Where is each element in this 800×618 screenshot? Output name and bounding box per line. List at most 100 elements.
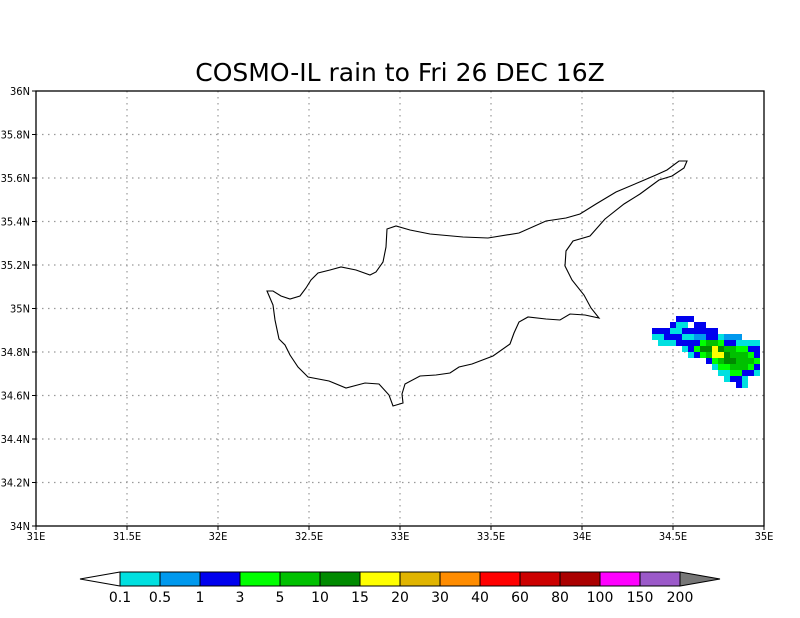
- rain-cell: [730, 376, 736, 382]
- rain-cell: [682, 316, 688, 322]
- colorbar-max-arrow: [679, 571, 721, 587]
- longitude-axis: 31E 31.5E 32E 32.5E 33E 33.5E 34E 34.5E 35E: [27, 530, 774, 543]
- rain-cell: [706, 358, 712, 364]
- rain-cell: [730, 352, 736, 358]
- rain-cell: [670, 328, 676, 334]
- rain-cell: [652, 334, 658, 340]
- lon-tick-label: 33.5E: [477, 530, 505, 543]
- lon-tick-label: 32.5E: [295, 530, 323, 543]
- rain-cell: [742, 358, 748, 364]
- rain-cell: [736, 370, 742, 376]
- rain-cell: [730, 358, 736, 364]
- colorbar-swatch: [359, 571, 401, 587]
- lon-tick-label: 34E: [573, 530, 592, 543]
- colorbar-swatch: [439, 571, 481, 587]
- lon-tick-label: 35E: [755, 530, 774, 543]
- rain-cell: [718, 352, 724, 358]
- rain-cell: [736, 376, 742, 382]
- cyprus-coastline: [266, 160, 688, 407]
- rain-cell: [700, 334, 706, 340]
- colorbar-swatch: [119, 571, 161, 587]
- latitude-ticks: [32, 90, 36, 527]
- rain-cell: [694, 346, 700, 352]
- colorbar-label: 200: [667, 590, 694, 606]
- rain-cell: [670, 340, 676, 346]
- rain-cell: [736, 358, 742, 364]
- rain-cell: [688, 316, 694, 322]
- lat-tick-label: 34N: [10, 520, 30, 533]
- lat-tick-label: 34.8N: [1, 346, 30, 359]
- lat-tick-label: 35.4N: [1, 216, 30, 229]
- rain-cell: [724, 370, 730, 376]
- rain-cell: [688, 328, 694, 334]
- rain-cell: [730, 346, 736, 352]
- rain-cell: [676, 322, 682, 328]
- rain-cell: [754, 352, 760, 358]
- colorbar-label: 150: [627, 590, 654, 606]
- rain-cell: [664, 340, 670, 346]
- lon-tick-label: 31E: [27, 530, 46, 543]
- rain-cell: [724, 364, 730, 370]
- rain-cell: [742, 382, 748, 388]
- colorbar: [79, 571, 721, 587]
- rain-cell: [724, 358, 730, 364]
- lat-tick-label: 36N: [10, 85, 30, 98]
- rain-cell: [742, 340, 748, 346]
- colorbar-label: 1: [196, 590, 205, 606]
- colorbar-label: 40: [471, 590, 489, 606]
- colorbar-label: 20: [391, 590, 409, 606]
- colorbar-min-arrow: [79, 571, 121, 587]
- rain-cell: [688, 334, 694, 340]
- rain-cell: [718, 340, 724, 346]
- colorbar-swatch: [559, 571, 601, 587]
- colorbar-label: 30: [431, 590, 449, 606]
- rain-cell: [694, 334, 700, 340]
- rain-cell: [718, 364, 724, 370]
- rain-cell: [664, 334, 670, 340]
- rain-cell: [700, 322, 706, 328]
- rain-cell: [718, 358, 724, 364]
- rain-cell: [712, 340, 718, 346]
- rain-cell: [700, 328, 706, 334]
- rain-cell: [724, 376, 730, 382]
- rain-cell: [730, 334, 736, 340]
- colorbar-label: 3: [236, 590, 245, 606]
- rain-cell: [694, 340, 700, 346]
- colorbar-label: 0.5: [149, 590, 171, 606]
- rain-cell: [658, 340, 664, 346]
- rain-cell: [742, 346, 748, 352]
- lat-tick-label: 34.6N: [1, 390, 30, 403]
- rain-cell: [754, 346, 760, 352]
- rain-cell: [682, 328, 688, 334]
- colorbar-swatch: [319, 571, 361, 587]
- rain-cell: [676, 340, 682, 346]
- rain-cell: [724, 352, 730, 358]
- rain-cell: [748, 364, 754, 370]
- rain-cell: [652, 328, 658, 334]
- rain-cell: [670, 334, 676, 340]
- colorbar-swatch: [599, 571, 641, 587]
- rain-cell: [748, 358, 754, 364]
- rain-cell: [754, 364, 760, 370]
- rain-cell: [706, 334, 712, 340]
- rain-cell: [754, 370, 760, 376]
- rain-cell: [736, 334, 742, 340]
- rain-cell: [682, 346, 688, 352]
- colorbar-swatch: [399, 571, 441, 587]
- rain-cell: [682, 322, 688, 328]
- rain-cell: [748, 352, 754, 358]
- lat-tick-label: 35.2N: [1, 259, 30, 272]
- rain-cell: [712, 358, 718, 364]
- rain-cell: [682, 334, 688, 340]
- rain-cell: [736, 346, 742, 352]
- map-title: COSMO-IL rain to Fri 26 DEC 16Z: [195, 58, 604, 87]
- colorbar-swatch: [479, 571, 521, 587]
- rain-cell: [676, 316, 682, 322]
- rain-cell: [700, 352, 706, 358]
- colorbar-label: 10: [311, 590, 329, 606]
- rain-cell: [724, 340, 730, 346]
- lon-tick-label: 34.5E: [659, 530, 687, 543]
- rain-cell: [694, 352, 700, 358]
- rain-cell: [742, 352, 748, 358]
